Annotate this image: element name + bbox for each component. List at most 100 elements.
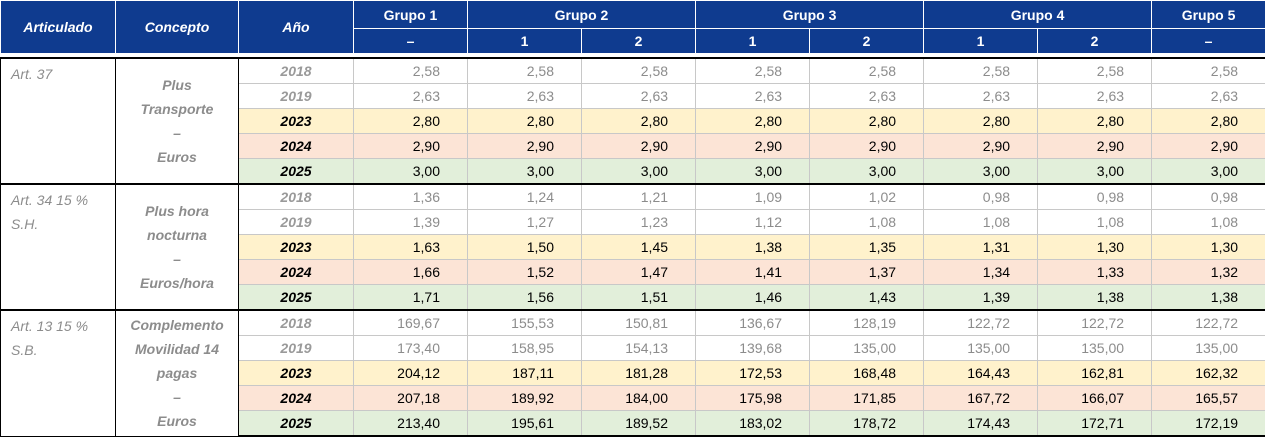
articulo-cell: Art. 34 15 % S.H. — [0, 183, 116, 311]
year-cell: 2023 — [238, 234, 354, 260]
value-cell: 1,39 — [353, 209, 468, 235]
year-cell: 2018 — [238, 183, 354, 210]
value-cell: 1,38 — [1037, 284, 1153, 311]
value-cell: 2,80 — [1151, 108, 1265, 134]
value-cell: 183,02 — [695, 410, 811, 437]
value-cell: 1,21 — [580, 183, 697, 210]
table-row: Art. 34 15 % S.H. Plus hora nocturna – Euros… — [0, 183, 1265, 311]
concepto-line: nocturna — [147, 227, 207, 243]
value-cell: 150,81 — [580, 309, 697, 336]
year-cell: 2024 — [238, 385, 354, 411]
value-cell: 1,63 — [353, 234, 468, 260]
concepto-line: Plus — [162, 77, 192, 93]
value-cell: 1,24 — [467, 183, 582, 210]
value-cell: 3,00 — [1037, 158, 1153, 185]
table-row: 2024 1,66 1,52 1,47 1,41 1,37 1,34 1,33 1,32 — [1, 259, 1265, 285]
year-cell: 2025 — [238, 158, 354, 185]
value-cell: 1,46 — [695, 284, 811, 311]
value-cell: 1,36 — [353, 183, 468, 210]
value-cell: 2,80 — [923, 108, 1039, 134]
year-cell: 2019 — [238, 83, 354, 109]
table-row: 2023 1,63 1,50 1,45 1,38 1,35 1,31 1,30 1,30 — [1, 234, 1265, 260]
value-cell: 207,18 — [353, 385, 468, 411]
value-cell: 1,02 — [809, 183, 925, 210]
value-cell: 172,19 — [1151, 410, 1265, 437]
year-cell: 2019 — [238, 209, 354, 235]
value-cell: 2,63 — [353, 83, 468, 109]
table-row: 2025 3,00 3,00 3,00 3,00 3,00 3,00 3,00 3,00 — [1, 158, 1265, 185]
value-cell: 0,98 — [923, 183, 1039, 210]
header-anio: Año — [238, 0, 354, 54]
header-grupo-4: Grupo 4 — [923, 0, 1153, 29]
value-cell: 187,11 — [467, 360, 582, 386]
value-cell: 135,00 — [809, 335, 925, 361]
value-cell: 165,57 — [1151, 385, 1265, 411]
value-cell: 1,51 — [580, 284, 697, 311]
concepto-line: pagas — [156, 365, 198, 382]
concepto-line: Complemento — [130, 317, 224, 334]
value-cell: 189,52 — [580, 410, 697, 437]
value-cell: 1,08 — [809, 209, 925, 235]
subheader-grupo-4-1: 1 — [923, 28, 1039, 54]
value-cell: 1,47 — [580, 259, 697, 285]
subheader-grupo-2-2: 2 — [580, 28, 697, 54]
year-cell: 2023 — [238, 360, 354, 386]
value-cell: 2,63 — [1037, 83, 1153, 109]
value-cell: 2,63 — [467, 83, 582, 109]
concepto-line: Euros — [157, 149, 197, 165]
value-cell: 2,58 — [353, 57, 468, 84]
value-cell: 2,63 — [923, 83, 1039, 109]
value-cell: 181,28 — [580, 360, 697, 386]
value-cell: 128,19 — [809, 309, 925, 336]
articulo-cell: Art. 37 — [0, 57, 116, 185]
value-cell: 1,50 — [467, 234, 582, 260]
year-cell: 2024 — [238, 133, 354, 159]
value-cell: 2,90 — [580, 133, 697, 159]
value-cell: 2,63 — [580, 83, 697, 109]
value-cell: 162,81 — [1037, 360, 1153, 386]
value-cell: 195,61 — [467, 410, 582, 437]
header-grupo-5: Grupo 5 — [1151, 0, 1265, 29]
table-row: 2025 213,40 195,61 189,52 183,02 178,72 174,43… — [1, 410, 1265, 437]
value-cell: 184,00 — [580, 385, 697, 411]
value-cell: 136,67 — [695, 309, 811, 336]
value-cell: 2,80 — [580, 108, 697, 134]
value-cell: 2,63 — [695, 83, 811, 109]
subheader-grupo-4-2: 2 — [1037, 28, 1153, 54]
value-cell: 154,13 — [580, 335, 697, 361]
value-cell: 175,98 — [695, 385, 811, 411]
value-cell: 1,08 — [1151, 209, 1265, 235]
year-cell: 2024 — [238, 259, 354, 285]
value-cell: 0,98 — [1037, 183, 1153, 210]
value-cell: 2,58 — [923, 57, 1039, 84]
value-cell: 2,90 — [695, 133, 811, 159]
value-cell: 2,58 — [580, 57, 697, 84]
value-cell: 166,07 — [1037, 385, 1153, 411]
value-cell: 2,90 — [1037, 133, 1153, 159]
concepto-line: Euros/hora — [140, 275, 214, 291]
value-cell: 1,52 — [467, 259, 582, 285]
value-cell: 1,38 — [695, 234, 811, 260]
year-cell: 2025 — [238, 410, 354, 437]
value-cell: 155,53 — [467, 309, 582, 336]
value-cell: 1,12 — [695, 209, 811, 235]
value-cell: 2,58 — [809, 57, 925, 84]
value-cell: 135,00 — [923, 335, 1039, 361]
value-cell: 1,23 — [580, 209, 697, 235]
value-cell: 174,43 — [923, 410, 1039, 437]
concepto-line: Transporte — [140, 101, 214, 117]
value-cell: 2,90 — [353, 133, 468, 159]
value-cell: 169,67 — [353, 309, 468, 336]
year-cell: 2025 — [238, 284, 354, 311]
subheader-grupo-1: – — [353, 28, 468, 54]
header-grupo-2: Grupo 2 — [466, 0, 697, 29]
concepto-line: Plus hora — [145, 203, 209, 219]
subheader-grupo-2-1: 1 — [467, 28, 582, 54]
header-concepto: Concepto — [115, 0, 239, 54]
year-cell: 2018 — [238, 309, 354, 336]
value-cell: 2,90 — [809, 133, 925, 159]
value-cell: 2,80 — [353, 108, 468, 134]
value-cell: 135,00 — [1151, 335, 1265, 361]
value-cell: 122,72 — [1151, 309, 1265, 336]
